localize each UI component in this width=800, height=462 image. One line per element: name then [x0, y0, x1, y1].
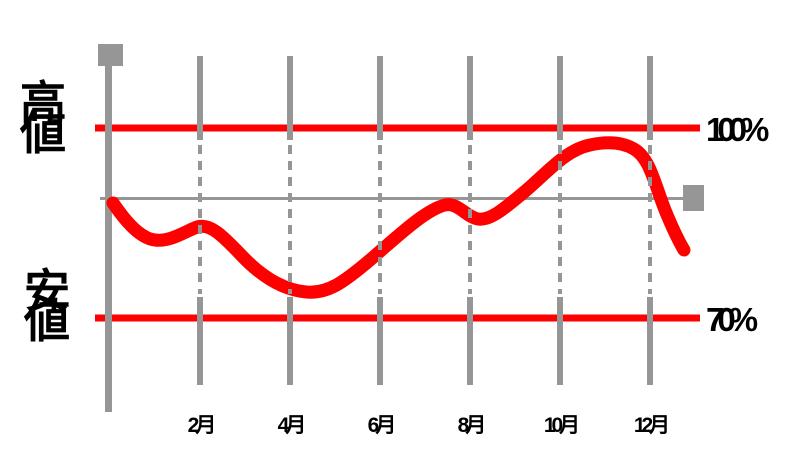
data-curve [106, 136, 691, 299]
axis-annotation-low-line2: 値 [24, 295, 70, 347]
x-tick-label-feb: 2月 [187, 414, 217, 437]
x-tick-label-oct: 10月 [543, 414, 580, 437]
x-tick-label-apr: 4月 [277, 414, 307, 437]
low-line-value-label: 70% [706, 301, 758, 338]
axis-annotation-high: 高 値 [20, 80, 66, 159]
x-tick-label-dec: 12月 [633, 414, 670, 437]
axis-annotation-high-line2: 値 [20, 107, 66, 159]
high-line-value-label: 100% [706, 111, 769, 148]
x-tick-label-jun: 6月 [367, 414, 397, 437]
y-axis-cap-square [98, 44, 123, 66]
axis-annotation-low: 安 値 [24, 268, 70, 347]
baseline-end-square [683, 185, 704, 211]
x-tick-label-aug: 8月 [457, 414, 487, 437]
